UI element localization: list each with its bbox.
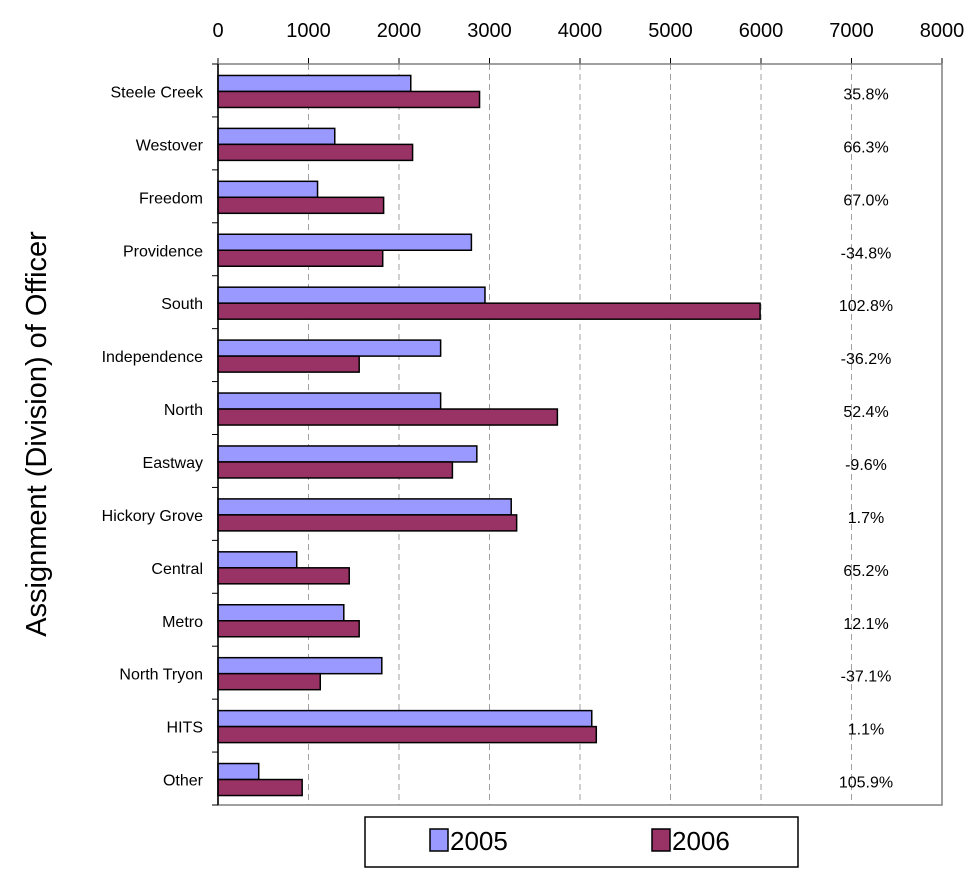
x-tick-label: 5000: [648, 20, 693, 42]
bar-2005-eastway: [217, 445, 478, 463]
category-label: Metro: [162, 614, 203, 631]
category-label: Hickory Grove: [102, 508, 203, 525]
percent-change-label: -34.8%: [841, 245, 892, 262]
percent-change-label: -9.6%: [845, 457, 887, 474]
bar-2005-steele-creek: [217, 74, 412, 93]
bar-2005-other: [217, 762, 260, 781]
bar-2005-north-tryon: [217, 656, 383, 675]
bar-2005-westover: [217, 127, 336, 146]
category-label: North: [164, 402, 203, 419]
category-label: Independence: [102, 349, 204, 366]
percent-change-label: 12.1%: [843, 616, 888, 633]
y-ticks: [212, 63, 218, 806]
x-tick-label: 7000: [829, 20, 874, 42]
legend-label-2006: 2006: [672, 826, 730, 856]
x-tick-label: 1000: [286, 20, 331, 42]
bar-2006-south: [217, 302, 761, 320]
bar-2005-independence: [217, 339, 442, 357]
category-label: Central: [151, 561, 203, 578]
bar-2005-metro: [217, 604, 345, 622]
bar-2006-hickory-grove: [217, 514, 518, 532]
bar-2005-south: [217, 286, 486, 304]
percent-change-label: 66.3%: [843, 139, 888, 156]
percent-change-label: 1.7%: [848, 510, 884, 527]
x-tick-label: 6000: [739, 20, 784, 42]
percent-change-label: 35.8%: [843, 86, 888, 103]
legend-swatch-2006: [651, 828, 671, 852]
legend-swatch-2005: [429, 828, 449, 852]
legend-label-2005: 2005: [450, 826, 508, 856]
bar-2006-north-tryon: [217, 672, 322, 691]
bar-2005-central: [217, 551, 298, 569]
x-tick-label: 4000: [558, 20, 603, 42]
bar-2006-metro: [217, 620, 360, 638]
bar-2005-hickory-grove: [217, 498, 512, 516]
bar-2006-other: [217, 778, 303, 797]
category-label: Providence: [123, 243, 203, 260]
percent-change-label: 105.9%: [839, 775, 893, 792]
percent-change-label: -36.2%: [841, 351, 892, 368]
bar-2006-north: [217, 408, 559, 426]
x-tick-label: 3000: [467, 20, 512, 42]
percent-change-label: 102.8%: [839, 298, 893, 315]
bar-2005-providence: [217, 233, 473, 251]
x-tick-label: 0: [212, 20, 223, 42]
category-label: Other: [163, 773, 204, 790]
bar-2006-steele-creek: [217, 90, 481, 109]
bar-2006-eastway: [217, 461, 454, 479]
bar-2005-hits: [217, 709, 593, 728]
percent-change-label: 1.1%: [848, 722, 884, 739]
category-label: Steele Creek: [111, 84, 204, 101]
bar-2006-providence: [217, 249, 384, 267]
category-label: South: [161, 296, 203, 313]
percent-change-labels: 35.8% 66.3% 67.0% -34.8% 102.8% -36.2% 52.4% -9…: [839, 86, 893, 791]
bar-2006-westover: [217, 143, 414, 162]
category-label: Eastway: [143, 455, 203, 472]
percent-change-label: 67.0%: [843, 192, 888, 209]
x-tick-label: 2000: [377, 20, 422, 42]
bar-2006-freedom: [217, 196, 385, 215]
category-label: North Tryon: [119, 667, 203, 684]
percent-change-label: 52.4%: [843, 404, 888, 421]
bar-2005-north: [217, 392, 442, 410]
bar-2006-hits: [217, 725, 598, 744]
bar-2006-central: [217, 567, 350, 585]
bar-2005-freedom: [217, 180, 319, 199]
category-label: Freedom: [139, 190, 203, 207]
bar-2006-independence: [217, 355, 360, 373]
category-label: Westover: [136, 137, 204, 154]
legend: 2005 2006: [364, 816, 799, 868]
percent-change-label: -37.1%: [841, 669, 892, 686]
grid: [217, 58, 943, 805]
x-tick-label: 8000: [920, 20, 965, 42]
category-label: HITS: [167, 720, 203, 737]
category-labels: Steele Creek Westover Freedom Providence Sou…: [102, 84, 204, 789]
percent-change-label: 65.2%: [843, 563, 888, 580]
x-tick-labels: 0 1000 2000 3000 4000 5000 6000 7000 8000: [212, 20, 964, 42]
y-axis-title: Assignment (Division) of Officer: [21, 231, 53, 637]
